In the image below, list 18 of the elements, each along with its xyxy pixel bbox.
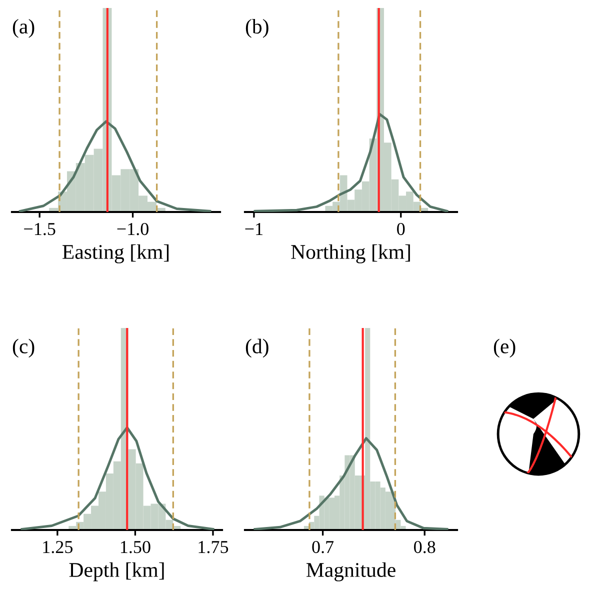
chart-title: (d) [246,338,268,358]
x-tick-label: −1.5 [24,223,56,236]
x-axis-title: Depth [km] [69,562,164,582]
x-axis-title: Magnitude [306,562,396,582]
x-tick-label: −1.0 [117,222,148,236]
chart-title: (b) [246,18,268,38]
x-tick-label: −1 [245,223,262,235]
x-tick-label: 1.25 [43,540,73,554]
x-tick-label: 0.8 [414,540,436,554]
x-tick-label: 0 [397,222,405,236]
x-tick-label: 1.75 [198,541,228,554]
chart-title: (a) [12,18,34,38]
x-tick-label: 0.7 [312,540,334,554]
text: (e) [494,338,516,358]
chart-title: (c) [12,338,34,358]
x-axis-title: Northing [km] [291,244,410,264]
x-tick-label: 1.50 [120,540,150,554]
x-axis-title: Easting [km] [62,244,169,264]
